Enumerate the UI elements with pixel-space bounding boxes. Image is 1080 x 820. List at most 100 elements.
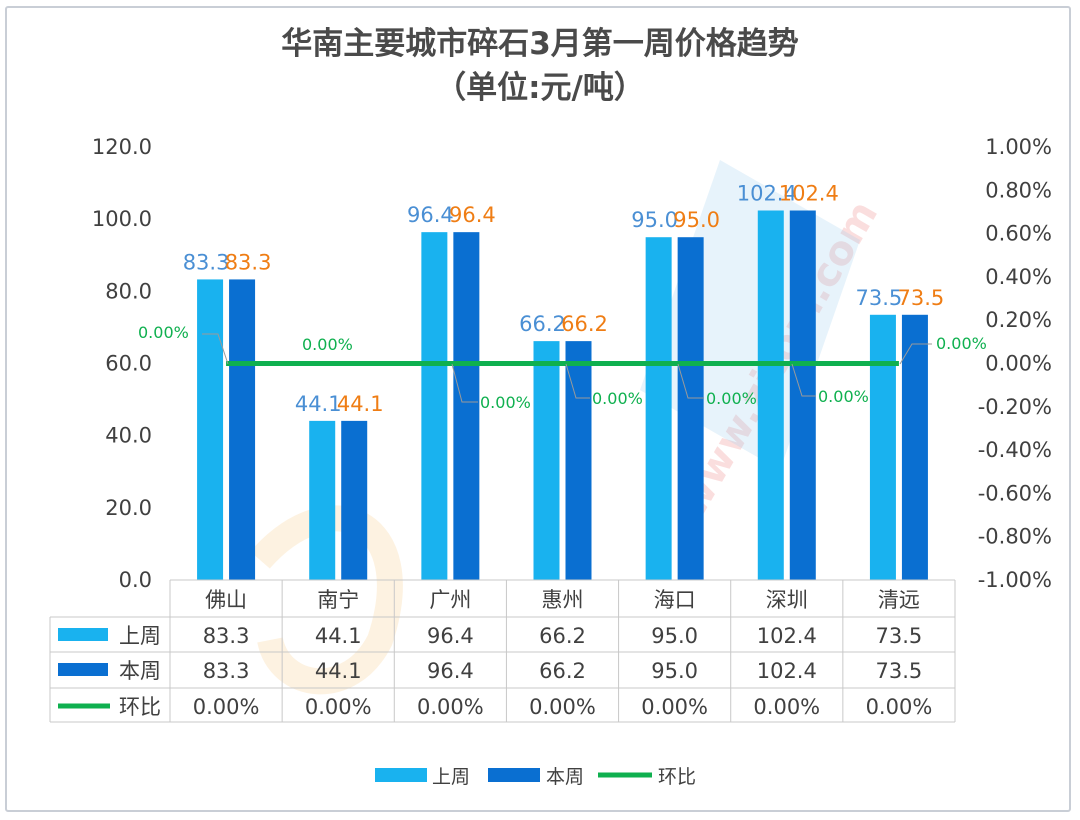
legend-label: 环比	[658, 766, 696, 788]
table-row-key	[58, 663, 108, 676]
data-label-prev-week: 95.0	[631, 208, 678, 232]
table-row-key	[58, 628, 108, 641]
ratio-label-leader	[791, 363, 816, 397]
data-label-ratio: 0.00%	[480, 393, 531, 412]
ratio-label-leader	[565, 363, 590, 399]
data-label-prev-week: 96.4	[407, 203, 454, 227]
data-label-prev-week: 44.1	[295, 392, 342, 416]
bar-this-week	[789, 210, 816, 581]
ratio-label-leader	[899, 343, 932, 365]
bar-prev-week	[421, 232, 448, 580]
category-label: 清远	[878, 588, 920, 612]
legend-label: 上周	[432, 766, 470, 788]
bar-prev-week	[197, 279, 224, 580]
data-label-ratio: 0.00%	[706, 389, 757, 408]
bar-this-week	[677, 237, 704, 581]
table-cell: 102.4	[757, 659, 817, 683]
data-label-ratio: 0.00%	[302, 335, 353, 354]
table-row-header: 上周	[119, 624, 161, 648]
bar-prev-week	[645, 237, 672, 581]
table-cell: 0.00%	[866, 695, 933, 719]
data-label-ratio: 0.00%	[138, 323, 189, 342]
table-cell: 83.3	[203, 659, 250, 683]
category-label: 广州	[429, 588, 471, 612]
table-cell: 83.3	[203, 624, 250, 648]
table-cell: 95.0	[651, 624, 698, 648]
bar-prev-week	[869, 314, 896, 580]
watermark-shape	[640, 160, 860, 470]
legend-key	[375, 768, 427, 782]
chart-title: 华南主要城市碎石3月第一周价格趋势	[281, 26, 799, 62]
y-left-tick-label: 80.0	[105, 279, 152, 303]
category-label: 深圳	[766, 588, 808, 612]
table-cell: 95.0	[651, 659, 698, 683]
bar-prev-week	[533, 341, 560, 580]
table-cell: 44.1	[315, 624, 362, 648]
y-right-tick-label: -0.20%	[978, 395, 1052, 419]
bar-prev-week	[309, 420, 336, 580]
data-label-ratio: 0.00%	[818, 387, 869, 406]
y-right-tick-label: 0.60%	[985, 222, 1052, 246]
data-label-this-week: 83.3	[225, 250, 272, 274]
table-row-header: 本周	[119, 659, 161, 683]
table-row-header: 环比	[119, 695, 161, 719]
table-cell: 102.4	[757, 624, 817, 648]
table-cell: 44.1	[315, 659, 362, 683]
bar-this-week	[341, 420, 368, 580]
table-cell: 0.00%	[753, 695, 820, 719]
data-label-this-week: 66.2	[561, 312, 608, 336]
table-cell: 0.00%	[641, 695, 708, 719]
y-right-tick-label: 0.00%	[985, 352, 1052, 376]
data-label-prev-week: 102.4	[737, 182, 797, 206]
data-label-this-week: 44.1	[337, 392, 384, 416]
table-cell: 96.4	[427, 624, 474, 648]
chart-subtitle: （单位:元/吨）	[435, 70, 645, 106]
legend-label: 本周	[546, 766, 584, 788]
bar-this-week	[229, 279, 256, 580]
ratio-label-leader	[202, 333, 229, 365]
table-cell: 0.00%	[529, 695, 596, 719]
table-cell: 73.5	[876, 624, 923, 648]
table-cell: 73.5	[876, 659, 923, 683]
y-right-tick-label: -1.00%	[978, 568, 1052, 592]
y-left-tick-label: 40.0	[105, 424, 152, 448]
ratio-label-leader	[451, 363, 478, 403]
category-label: 惠州	[542, 588, 584, 612]
data-label-prev-week: 66.2	[519, 312, 566, 336]
y-right-tick-label: 0.20%	[985, 308, 1052, 332]
data-label-this-week: 73.5	[898, 286, 945, 310]
legend-key	[488, 768, 540, 782]
table-cell: 0.00%	[417, 695, 484, 719]
data-label-prev-week: 83.3	[183, 250, 230, 274]
y-left-tick-label: 100.0	[92, 207, 152, 231]
table-cell: 66.2	[539, 659, 586, 683]
y-right-tick-label: -0.80%	[978, 525, 1052, 549]
data-label-this-week: 96.4	[449, 203, 496, 227]
category-label: 佛山	[205, 588, 247, 612]
y-right-tick-label: -0.40%	[978, 438, 1052, 462]
table-cell: 0.00%	[305, 695, 372, 719]
bar-this-week	[901, 314, 928, 580]
y-left-tick-label: 0.0	[119, 568, 152, 592]
y-right-tick-label: -0.60%	[978, 481, 1052, 505]
bar-this-week	[453, 232, 480, 580]
bar-prev-week	[757, 210, 784, 581]
data-label-this-week: 102.4	[779, 182, 839, 206]
chart-frame	[5, 6, 1071, 812]
y-right-tick-label: 0.80%	[985, 178, 1052, 202]
ratio-label-leader	[677, 363, 704, 399]
y-left-tick-label: 120.0	[92, 135, 152, 159]
category-label: 南宁	[317, 588, 359, 612]
bar-this-week	[565, 341, 592, 580]
y-left-tick-label: 20.0	[105, 496, 152, 520]
data-label-ratio: 0.00%	[592, 389, 643, 408]
table-cell: 0.00%	[193, 695, 260, 719]
y-right-tick-label: 0.40%	[985, 265, 1052, 289]
y-left-tick-label: 60.0	[105, 352, 152, 376]
data-label-ratio: 0.00%	[936, 334, 987, 353]
table-cell: 66.2	[539, 624, 586, 648]
category-label: 海口	[654, 588, 696, 612]
table-cell: 96.4	[427, 659, 474, 683]
data-label-this-week: 95.0	[673, 208, 720, 232]
